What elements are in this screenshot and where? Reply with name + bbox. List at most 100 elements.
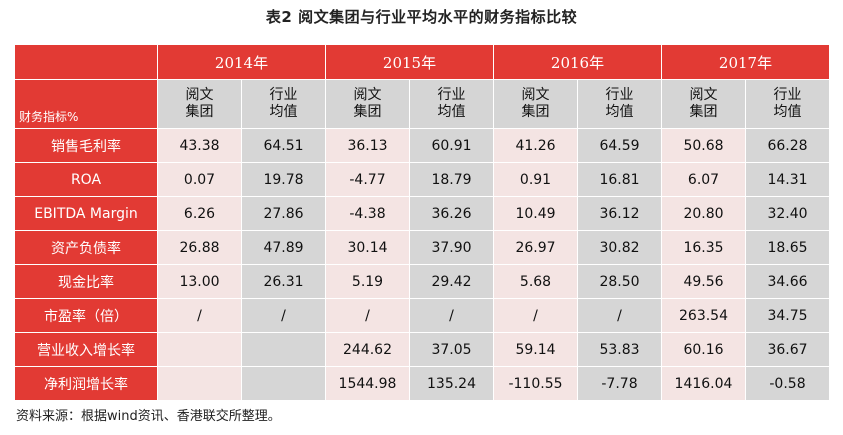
corner-cell-top — [14, 44, 158, 80]
table-cell: 32.40 — [745, 196, 830, 231]
table-cell: 43.38 — [157, 128, 242, 163]
table-cell: 36.26 — [409, 196, 494, 231]
table-row: ROA 0.07 19.78 -4.77 18.79 0.91 16.81 6.07 14.31 — [14, 162, 830, 197]
table-cell: / — [157, 298, 242, 333]
table-cell: 6.07 — [661, 162, 746, 197]
subheader-company: 阅文 集团 — [493, 79, 578, 129]
financial-comparison-table: 2014年 2015年 2016年 2017年 财务指标% 阅文 集团 行业 均… — [14, 44, 830, 401]
table-cell: 30.82 — [577, 230, 662, 265]
table-cell: 16.35 — [661, 230, 746, 265]
table-cell: 18.79 — [409, 162, 494, 197]
table-cell: 13.00 — [157, 264, 242, 299]
table-cell: 18.65 — [745, 230, 830, 265]
row-label: 现金比率 — [14, 264, 158, 299]
row-label: EBITDA Margin — [14, 196, 158, 231]
table-cell: 60.91 — [409, 128, 494, 163]
table-cell: / — [241, 298, 326, 333]
table-cell: 47.89 — [241, 230, 326, 265]
table-row: EBITDA Margin 6.26 27.86 -4.38 36.26 10.49 36.… — [14, 196, 830, 231]
table-cell: 0.07 — [157, 162, 242, 197]
table-cell: / — [577, 298, 662, 333]
table-cell: 14.31 — [745, 162, 830, 197]
subheader-company: 阅文 集团 — [661, 79, 746, 129]
subheader-company: 阅文 集团 — [325, 79, 410, 129]
table-cell: -4.38 — [325, 196, 410, 231]
subheader-row: 财务指标% 阅文 集团 行业 均值 阅文 集团 行业 均值 阅文 集团 行业 均… — [14, 79, 830, 129]
table-cell: 64.59 — [577, 128, 662, 163]
table-cell: / — [409, 298, 494, 333]
table-cell: 60.16 — [661, 332, 746, 367]
table-cell — [157, 332, 242, 367]
table-cell: 20.80 — [661, 196, 746, 231]
table-cell — [241, 332, 326, 367]
row-label: 销售毛利率 — [14, 128, 158, 163]
table-cell: 34.75 — [745, 298, 830, 333]
table-cell: 1544.98 — [325, 366, 410, 401]
table-cell: 28.50 — [577, 264, 662, 299]
table-cell: -0.58 — [745, 366, 830, 401]
year-header-2017: 2017年 — [661, 44, 830, 80]
table-cell: 53.83 — [577, 332, 662, 367]
row-label: 资产负债率 — [14, 230, 158, 265]
table-cell: 59.14 — [493, 332, 578, 367]
table-cell: -4.77 — [325, 162, 410, 197]
subheader-industry-text: 行业 均值 — [437, 87, 466, 120]
subheader-industry-text: 行业 均值 — [773, 87, 802, 120]
table-cell: 26.97 — [493, 230, 578, 265]
table-cell: 5.68 — [493, 264, 578, 299]
table-cell: 135.24 — [409, 366, 494, 401]
table-cell: 244.62 — [325, 332, 410, 367]
table-cell: 34.66 — [745, 264, 830, 299]
year-header-2014: 2014年 — [157, 44, 326, 80]
subheader-company-text: 阅文 集团 — [185, 87, 214, 120]
table-cell: 66.28 — [745, 128, 830, 163]
year-header-row: 2014年 2015年 2016年 2017年 — [14, 44, 830, 80]
row-label: ROA — [14, 162, 158, 197]
table-cell: 1416.04 — [661, 366, 746, 401]
table-row: 销售毛利率 43.38 64.51 36.13 60.91 41.26 64.59 50.68… — [14, 128, 830, 163]
year-header-2015: 2015年 — [325, 44, 494, 80]
subheader-company: 阅文 集团 — [157, 79, 242, 129]
table-cell: 27.86 — [241, 196, 326, 231]
table-cell: 263.54 — [661, 298, 746, 333]
table-cell: 37.90 — [409, 230, 494, 265]
table-cell: 26.31 — [241, 264, 326, 299]
table-cell: / — [325, 298, 410, 333]
table-cell: 19.78 — [241, 162, 326, 197]
table-cell: 41.26 — [493, 128, 578, 163]
table-title: 表2 阅文集团与行业平均水平的财务指标比较 — [265, 8, 578, 26]
table-cell: 30.14 — [325, 230, 410, 265]
subheader-company-text: 阅文 集团 — [353, 87, 382, 120]
table-cell: 6.26 — [157, 196, 242, 231]
table-cell: 36.12 — [577, 196, 662, 231]
row-label: 营业收入增长率 — [14, 332, 158, 367]
table-cell: 5.19 — [325, 264, 410, 299]
table-cell: 16.81 — [577, 162, 662, 197]
table-row: 现金比率 13.00 26.31 5.19 29.42 5.68 28.50 49.56 34.… — [14, 264, 830, 299]
table-cell: 37.05 — [409, 332, 494, 367]
table-cell: 36.67 — [745, 332, 830, 367]
table-cell: 36.13 — [325, 128, 410, 163]
table-cell: -110.55 — [493, 366, 578, 401]
table-cell — [157, 366, 242, 401]
table-cell: 49.56 — [661, 264, 746, 299]
subheader-industry: 行业 均值 — [241, 79, 326, 129]
table-row: 净利润增长率 1544.98 135.24 -110.55 -7.78 1416.04 -0… — [14, 366, 830, 401]
source-note: 资料来源：根据wind资讯、香港联交所整理。 — [16, 409, 281, 424]
table-cell: 10.49 — [493, 196, 578, 231]
table-row: 市盈率（倍） / / / / //263.54 34.75 — [14, 298, 830, 333]
subheader-industry: 行业 均值 — [745, 79, 830, 129]
table-cell: 50.68 — [661, 128, 746, 163]
table-cell: 64.51 — [241, 128, 326, 163]
table-cell: / — [493, 298, 578, 333]
subheader-industry-text: 行业 均值 — [605, 87, 634, 120]
row-label: 净利润增长率 — [14, 366, 158, 401]
table-cell: -7.78 — [577, 366, 662, 401]
table-cell: 29.42 — [409, 264, 494, 299]
table-row: 营业收入增长率 244.62 37.05 59.14 53.83 60.16 36.67 — [14, 332, 830, 367]
subheader-industry: 行业 均值 — [409, 79, 494, 129]
corner-label: 财务指标% — [14, 79, 158, 129]
table-row: 资产负债率 26.88 47.89 30.14 37.90 26.97 30.82 16.35… — [14, 230, 830, 265]
year-header-2016: 2016年 — [493, 44, 662, 80]
row-label: 市盈率（倍） — [14, 298, 158, 333]
